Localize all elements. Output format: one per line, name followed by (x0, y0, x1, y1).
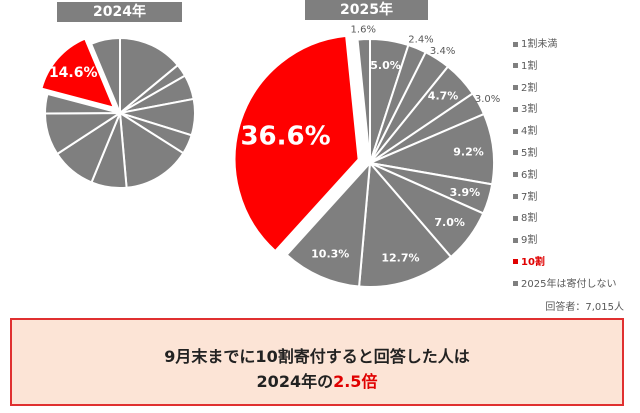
summary-box: 9月末までに10割寄付すると回答した人は 2024年の2.5倍 (10, 318, 624, 406)
legend-swatch (513, 215, 518, 221)
slice-label: 12.7% (381, 251, 419, 264)
legend-label: 1割未満 (521, 39, 558, 50)
legend: 1割未満 1割 2割 3割 4割 5割 6割 7割 8割 9割 10割 2025年は寄付しない (513, 34, 616, 296)
pie-slice (40, 37, 116, 110)
pie-slice (119, 36, 180, 116)
summary-highlight: 2.5倍 (333, 372, 378, 391)
legend-item: 5割 (513, 143, 616, 165)
slice-label: 36.6% (240, 121, 330, 151)
slice-label: 1.6% (351, 25, 376, 36)
respondents-note: 回答者：7,015人 (545, 302, 624, 313)
title-2025: 2025年 (305, 0, 428, 20)
slice-label: 10.3% (311, 248, 349, 261)
title-2024: 2024年 (57, 2, 182, 22)
legend-item: 1割 (513, 56, 616, 78)
legend-label: 2割 (521, 82, 538, 94)
slice-label: 4.7% (428, 90, 459, 103)
pie-charts: 14.6% 5.0% 2.4%3.4% 4.7% 3.0% 9.2% 3.9% 7.0% 12.… (40, 25, 500, 288)
legend-label: 8割 (521, 213, 538, 225)
pie-slice (358, 160, 453, 288)
legend-label: 6割 (521, 169, 538, 181)
pie-slice (233, 34, 360, 253)
legend-swatch (513, 172, 518, 178)
slice-label: 7.0% (434, 216, 465, 229)
legend-label: 7割 (521, 191, 538, 203)
legend-item: 1割未満 (513, 34, 616, 56)
legend-label: 9割 (521, 235, 538, 247)
pie-slice (118, 111, 185, 189)
legend-swatch (513, 41, 518, 47)
legend-item: 6割 (513, 165, 616, 187)
legend-swatch (513, 237, 518, 243)
legend-swatch (513, 63, 518, 69)
legend-label: 5割 (521, 147, 538, 159)
legend-swatch (513, 281, 518, 287)
slice-label: 2.4% (408, 35, 433, 46)
legend-swatch (513, 85, 518, 91)
legend-item: 8割 (513, 208, 616, 230)
legend-item: 4割 (513, 121, 616, 143)
legend-swatch (513, 150, 518, 156)
legend-swatch (513, 106, 518, 112)
pie-slice (44, 92, 121, 115)
legend-swatch (513, 194, 518, 200)
legend-item: 10割 (513, 252, 616, 274)
legend-item: 2025年は寄付しない (513, 274, 616, 296)
pie-slice (89, 36, 121, 114)
slice-label: 14.6% (49, 65, 98, 81)
slice-label: 5.0% (370, 59, 401, 72)
slice-label: 3.9% (450, 186, 481, 199)
legend-label: 1割 (521, 60, 538, 72)
legend-item: 3割 (513, 99, 616, 121)
summary-prefix: 2024年の (256, 372, 334, 391)
pie-slice (356, 37, 371, 164)
legend-label: 10割 (521, 256, 545, 268)
legend-label: 2025年は寄付しない (521, 278, 617, 290)
legend-label: 4割 (521, 126, 538, 138)
pie-slice (285, 160, 372, 288)
legend-swatch (513, 259, 518, 265)
legend-item: 7割 (513, 187, 616, 209)
legend-swatch (513, 128, 518, 134)
legend-item: 2割 (513, 78, 616, 100)
slice-label: 3.0% (475, 94, 500, 105)
slice-label: 3.4% (430, 46, 455, 57)
slice-label: 9.2% (453, 145, 484, 158)
legend-label: 3割 (521, 104, 538, 116)
summary-line1: 9月末までに10割寄付すると回答した人は (164, 347, 470, 366)
legend-item: 9割 (513, 230, 616, 252)
